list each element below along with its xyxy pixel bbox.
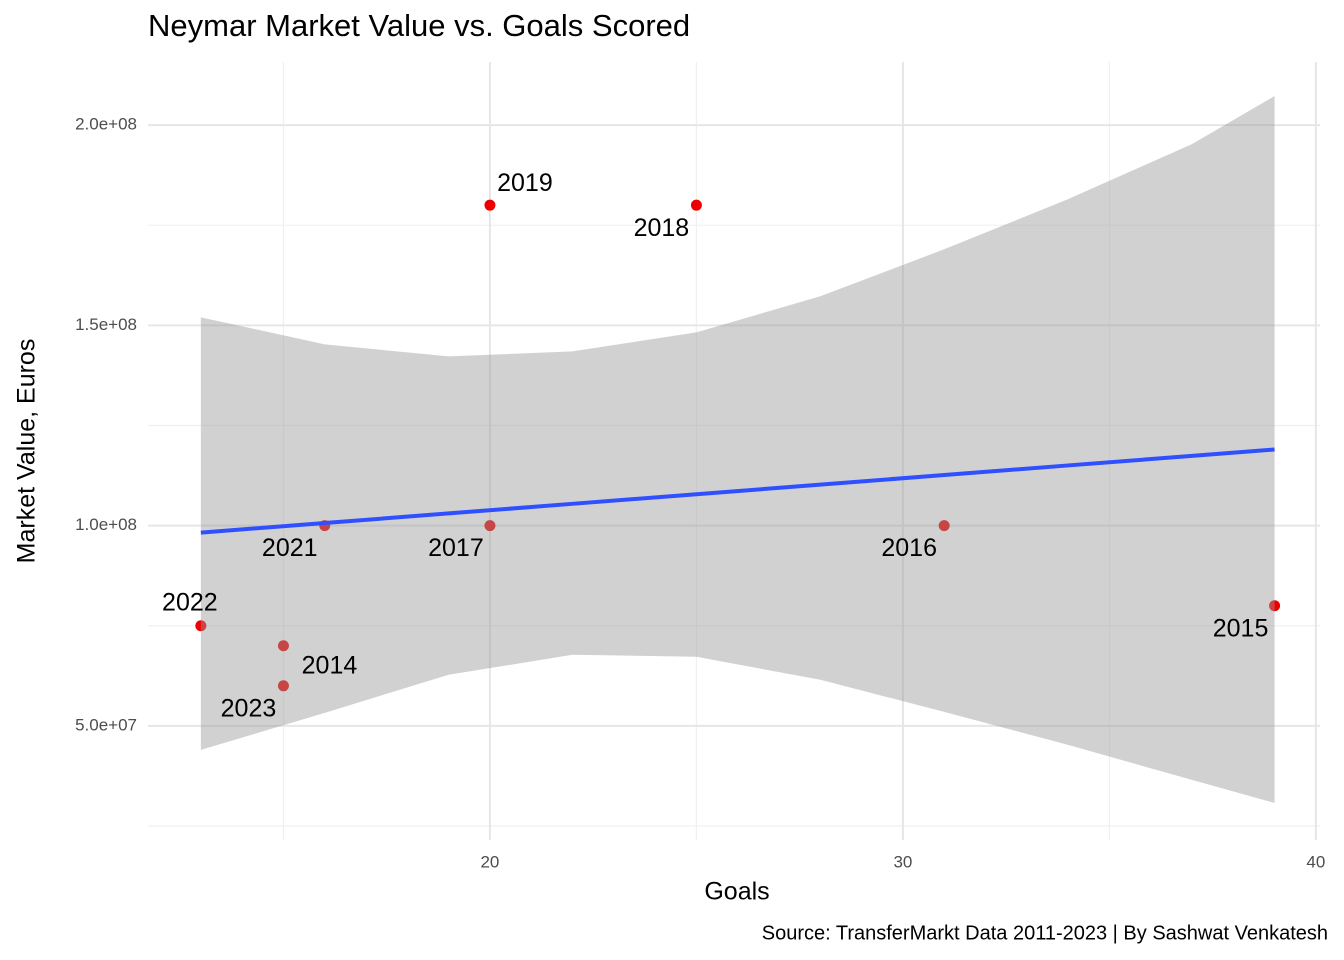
point [690,199,702,211]
point [277,680,289,692]
point-label: 2016 [881,534,937,562]
x-tick-label: 30 [893,852,912,871]
y-tick-label: 5.0e+07 [75,715,137,734]
y-tick-label: 2.0e+08 [75,115,137,134]
point-label: 2021 [262,534,318,562]
y-axis-title: Market Value, Euros [13,339,41,564]
point [195,620,207,632]
x-tick-label: 20 [480,852,499,871]
fit-line [200,447,1275,535]
point-label: 2017 [428,534,484,562]
y-tick-label: 1.5e+08 [75,315,137,334]
x-axis-title: Goals [704,878,769,906]
point-label: 2023 [221,694,277,722]
point-label: 2019 [497,169,553,197]
chart-title: Neymar Market Value vs. Goals Scored [148,8,690,43]
point [1269,600,1281,612]
caption: Source: TransferMarkt Data 2011-2023 | B… [762,922,1328,944]
point [484,520,496,532]
confidence-band-upper [200,96,1275,803]
y-tick-label: 1.0e+08 [75,515,137,534]
point-label: 2022 [162,588,218,616]
point [484,199,496,211]
point-label: 2015 [1213,614,1269,642]
point-label: 2014 [302,651,358,679]
point [938,520,950,532]
point [277,640,289,652]
x-tick-label: 40 [1306,852,1325,871]
point-label: 2018 [634,214,690,242]
